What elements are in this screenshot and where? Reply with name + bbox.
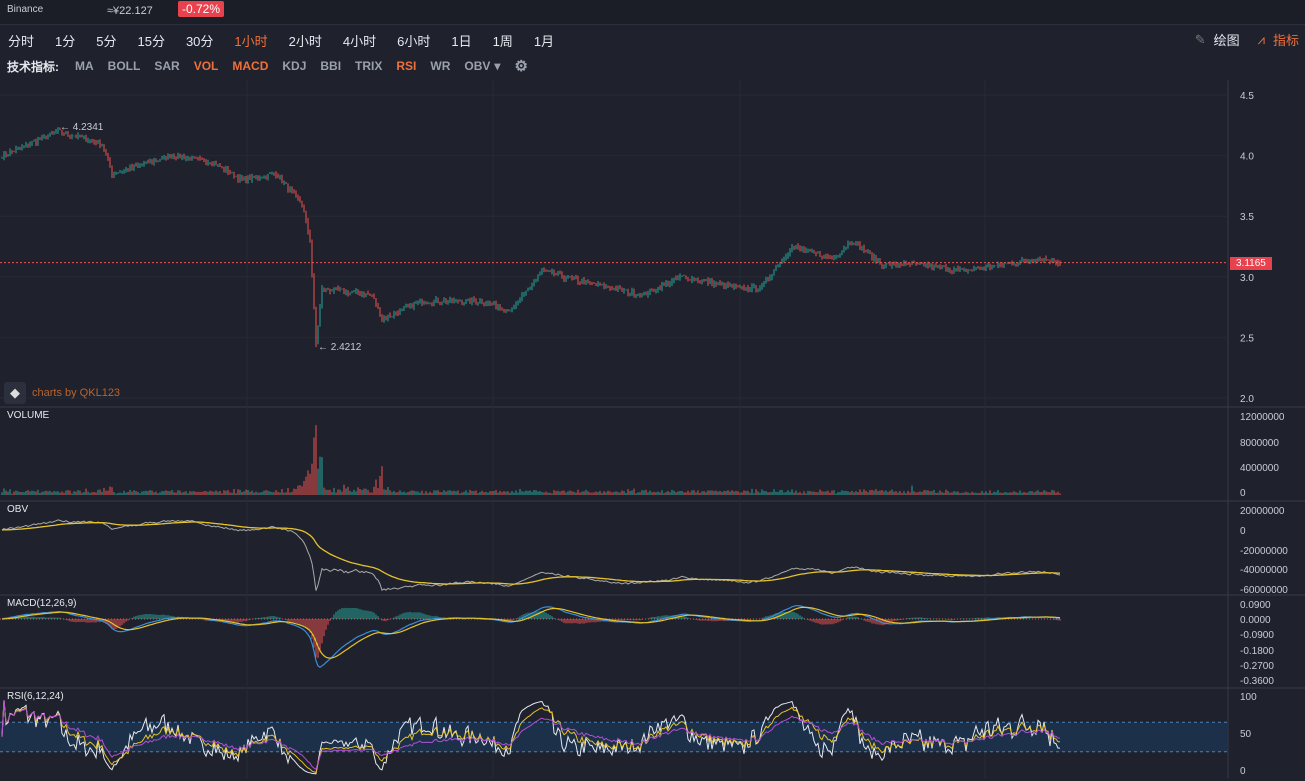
qkl-logo-icon: ◆: [4, 382, 26, 404]
high-label: ← 4.2341: [60, 122, 104, 133]
pane-tick: -0.1800: [1240, 646, 1274, 657]
pane-title: VOLUME: [7, 410, 50, 421]
obv-line: [1, 519, 1061, 591]
indicator-wr[interactable]: WR: [430, 59, 451, 73]
period-tab[interactable]: 15分: [137, 33, 165, 49]
period-tab[interactable]: 分时: [8, 33, 35, 49]
draw-button[interactable]: 绘图: [1213, 33, 1240, 48]
pane-tick: 12000000: [1240, 412, 1285, 423]
indicator-ma[interactable]: MA: [75, 59, 94, 73]
price-tick: 3.0: [1240, 273, 1254, 284]
indicator-trix[interactable]: TRIX: [355, 59, 383, 73]
period-tab[interactable]: 30分: [185, 33, 214, 49]
period-tab[interactable]: 1分: [55, 33, 76, 49]
pane-tick: 4000000: [1240, 463, 1279, 474]
indicator-macd[interactable]: MACD: [232, 59, 269, 73]
watermark: ◆ charts by QKL123: [4, 382, 120, 404]
indicator-kdj[interactable]: KDJ: [282, 59, 307, 73]
rsi-6-line: [1, 699, 1060, 775]
pane-tick: 8000000: [1240, 438, 1279, 449]
chart-svg[interactable]: 4.5 4.0 3.5 3.0 2.5 2.0 ← 4.2341 ← 2.4212 VOLUME…: [0, 80, 1305, 778]
period-tab[interactable]: 4小时: [342, 33, 377, 49]
macd-dea-line: [1, 606, 1061, 659]
indicator-sar[interactable]: SAR: [154, 59, 180, 73]
current-price-tag: 3.1165: [1230, 257, 1272, 270]
indicator-rsi[interactable]: RSI: [396, 59, 417, 73]
indicator-obv[interactable]: OBV: [464, 59, 491, 73]
pane-tick: 100: [1240, 692, 1257, 703]
period-tab[interactable]: 5分: [96, 33, 117, 49]
exchange-name: Binance: [7, 4, 44, 15]
line-chart-icon[interactable]: ⩘: [1257, 31, 1265, 47]
pane-tick: -40000000: [1240, 565, 1288, 576]
period-tab[interactable]: 1月: [533, 33, 555, 49]
rsi-12-line: [1, 699, 1060, 774]
obv-ma-line: [1, 521, 1061, 585]
pane-tick: 0: [1240, 488, 1246, 499]
ticker-header: Binance ≈¥22.127 -0.72%: [0, 0, 1305, 25]
pane-tick: -20000000: [1240, 546, 1288, 557]
indicator-bbi[interactable]: BBI: [320, 59, 342, 73]
pane-tick: 0: [1240, 526, 1246, 537]
rsi-24-line: [1, 699, 1061, 771]
chart-tools: ✎ 绘图 ⩘ 指标: [1195, 30, 1299, 49]
low-label: ← 2.4212: [318, 342, 362, 353]
period-tab[interactable]: 1日: [451, 33, 472, 49]
period-tab[interactable]: 1小时: [234, 33, 268, 49]
pane-title: OBV: [7, 504, 28, 515]
pencil-icon[interactable]: ✎: [1194, 31, 1206, 47]
pane-tick: 0.0900: [1240, 600, 1271, 611]
macd-dif-line: [1, 605, 1061, 669]
period-tab[interactable]: 2小时: [288, 33, 322, 49]
pane-tick: 20000000: [1240, 506, 1285, 517]
indicator-vol[interactable]: VOL: [193, 59, 219, 73]
period-tabs: 分时 1分 5分 15分 30分 1小时 2小时 4小时 6小时 1日 1周 1月: [0, 28, 1305, 52]
period-tab[interactable]: 1周: [492, 33, 513, 49]
price-tick: 2.0: [1240, 394, 1254, 405]
cny-price: ≈¥22.127: [107, 5, 153, 17]
price-tick: 4.5: [1240, 91, 1254, 102]
gear-icon[interactable]: ⚙: [514, 58, 528, 75]
pane-tick: 50: [1240, 729, 1252, 740]
price-tick: 4.0: [1240, 152, 1254, 163]
indicator-bar: 技术指标: MA BOLL SAR VOL MACD KDJ BBI TRIX RSI WR OBV ▾…: [0, 55, 542, 77]
change-badge: -0.72%: [178, 1, 225, 17]
pane-title: RSI(6,12,24): [7, 691, 64, 702]
pane-tick: -0.0900: [1240, 630, 1274, 641]
price-tick: 3.5: [1240, 212, 1254, 223]
indicator-label: 技术指标:: [7, 59, 59, 74]
pane-tick: -0.2700: [1240, 661, 1274, 672]
pane-title: MACD(12,26,9): [7, 598, 76, 609]
indicator-boll[interactable]: BOLL: [107, 59, 141, 73]
price-tick: 2.5: [1240, 333, 1254, 344]
pane-tick: 0.0000: [1240, 615, 1271, 626]
pane-tick: -60000000: [1240, 585, 1288, 596]
period-tab[interactable]: 6小时: [397, 33, 431, 49]
pane-tick: -0.3600: [1240, 676, 1274, 687]
indicators-button[interactable]: 指标: [1272, 33, 1299, 48]
chevron-down-icon[interactable]: ▾: [494, 59, 501, 73]
chart-area[interactable]: 4.5 4.0 3.5 3.0 2.5 2.0 ← 4.2341 ← 2.4212 VOLUME…: [0, 80, 1305, 778]
pane-tick: 0: [1240, 766, 1246, 777]
